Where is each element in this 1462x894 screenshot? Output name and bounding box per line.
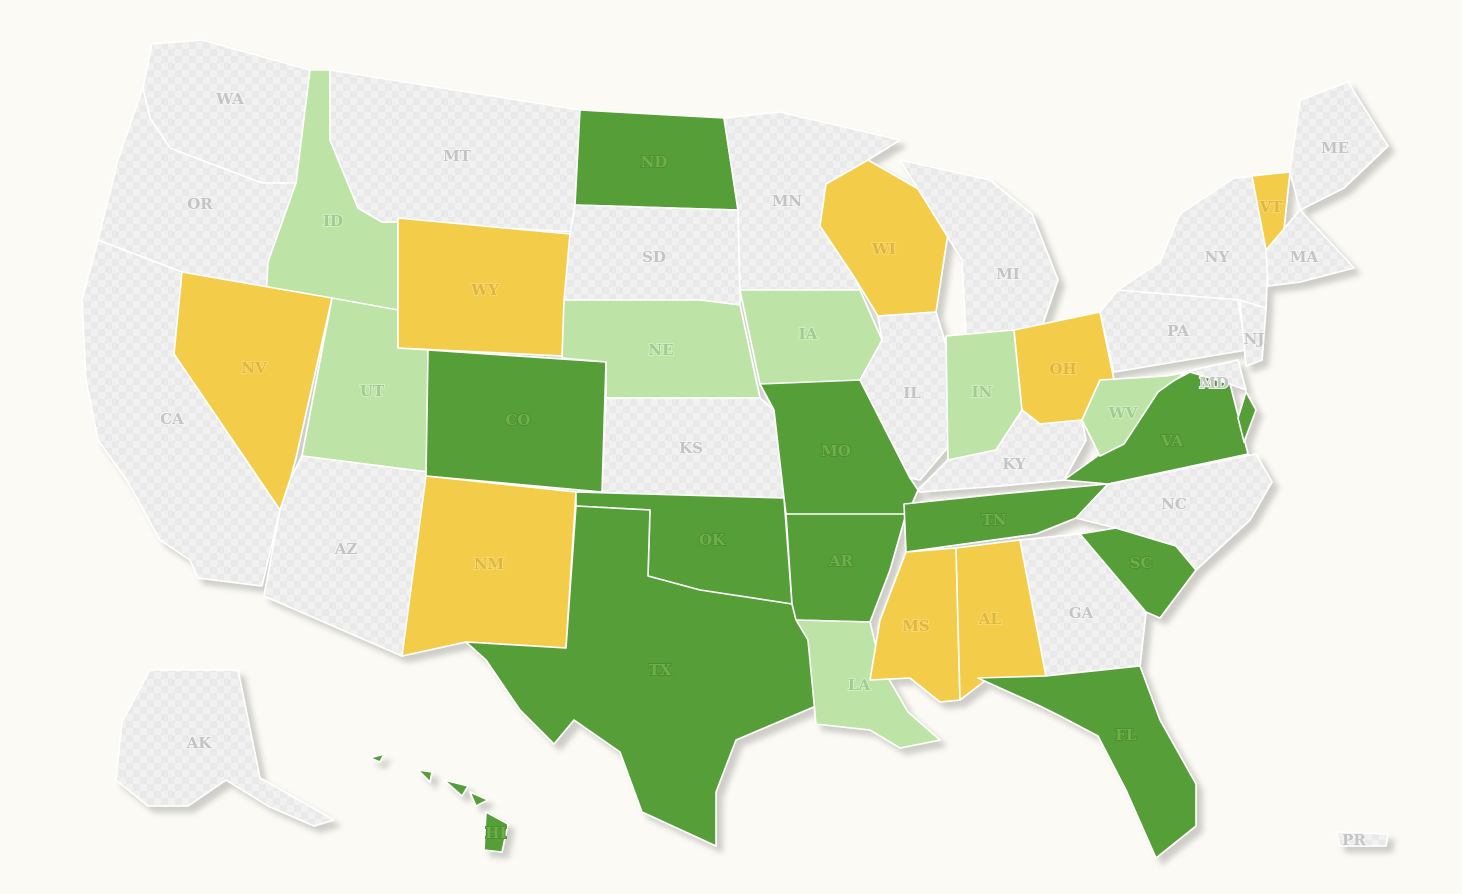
state-sd[interactable] bbox=[563, 204, 741, 306]
state-ma[interactable] bbox=[1265, 209, 1355, 287]
state-wv[interactable] bbox=[1081, 371, 1187, 457]
state-mt[interactable] bbox=[329, 69, 581, 233]
state-mi[interactable] bbox=[899, 159, 1059, 337]
state-la[interactable] bbox=[795, 619, 941, 749]
state-me[interactable] bbox=[1289, 81, 1389, 211]
state-ks[interactable] bbox=[601, 397, 785, 499]
state-ky[interactable] bbox=[917, 409, 1087, 493]
state-wy[interactable] bbox=[397, 217, 571, 357]
state-pr[interactable] bbox=[1335, 831, 1389, 847]
state-hi[interactable] bbox=[369, 753, 509, 853]
state-ny[interactable] bbox=[1117, 175, 1269, 309]
state-pa[interactable] bbox=[1099, 287, 1247, 373]
state-nj[interactable] bbox=[1239, 299, 1267, 367]
state-ga[interactable] bbox=[1019, 533, 1147, 677]
state-fl[interactable] bbox=[977, 665, 1197, 859]
state-co[interactable] bbox=[425, 349, 607, 493]
state-de[interactable] bbox=[1237, 391, 1257, 443]
state-il[interactable] bbox=[859, 311, 955, 481]
state-tx[interactable] bbox=[465, 505, 817, 847]
state-md[interactable] bbox=[1165, 359, 1247, 391]
state-nm[interactable] bbox=[401, 475, 577, 657]
state-nd[interactable] bbox=[574, 109, 739, 211]
state-ak[interactable] bbox=[115, 669, 335, 827]
state-ia[interactable] bbox=[739, 289, 883, 385]
state-az[interactable] bbox=[263, 455, 429, 657]
